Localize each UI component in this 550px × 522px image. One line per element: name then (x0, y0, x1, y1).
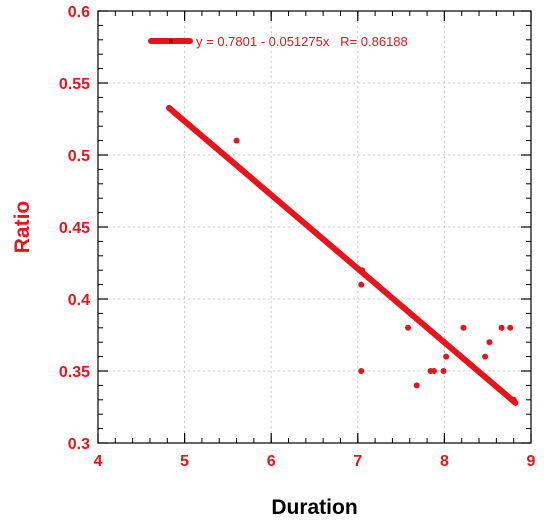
y-tick-label: 0.4 (68, 292, 90, 309)
fit-line-layer (166, 104, 519, 406)
grid-lines (98, 11, 531, 443)
data-point (443, 353, 450, 360)
x-tick-label: 5 (180, 453, 189, 470)
x-tick-label: 9 (527, 453, 536, 470)
y-tick-label: 0.45 (59, 220, 90, 237)
y-tick-label: 0.35 (59, 364, 90, 381)
legend-marker (169, 39, 173, 43)
y-tick-label: 0.3 (68, 436, 90, 453)
x-tick-label: 8 (440, 453, 449, 470)
data-point (358, 281, 365, 288)
y-tick-label: 0.5 (68, 148, 90, 165)
data-point (233, 137, 240, 144)
data-points (233, 137, 517, 403)
x-axis-ticks: 4 5 6 7 8 9 (94, 11, 536, 470)
x-tick-label: 7 (353, 453, 362, 470)
data-point (482, 353, 489, 360)
data-point (358, 368, 365, 374)
data-point (440, 368, 447, 374)
data-point (431, 368, 438, 374)
data-point (413, 382, 420, 389)
data-point (359, 267, 366, 274)
x-tick-label: 6 (267, 453, 276, 470)
y-tick-label: 0.6 (68, 4, 90, 21)
x-tick-label: 4 (94, 453, 103, 470)
x-axis-title: Duration (271, 496, 357, 519)
fit-line (166, 104, 519, 406)
y-axis-title: Ratio (11, 201, 34, 254)
y-tick-label: 0.55 (59, 76, 90, 93)
data-point (498, 324, 505, 331)
legend-label: y = 0.7801 - 0.051275x R= 0.86188 (196, 34, 408, 49)
data-point (510, 396, 517, 403)
data-point (405, 324, 412, 331)
legend: y = 0.7801 - 0.051275x R= 0.86188 (148, 34, 408, 49)
data-point (460, 324, 467, 331)
data-point (507, 324, 514, 331)
y-axis-ticks: 0.3 0.35 0.4 0.45 0.5 0.55 0.6 (59, 4, 531, 453)
data-point (486, 339, 493, 346)
